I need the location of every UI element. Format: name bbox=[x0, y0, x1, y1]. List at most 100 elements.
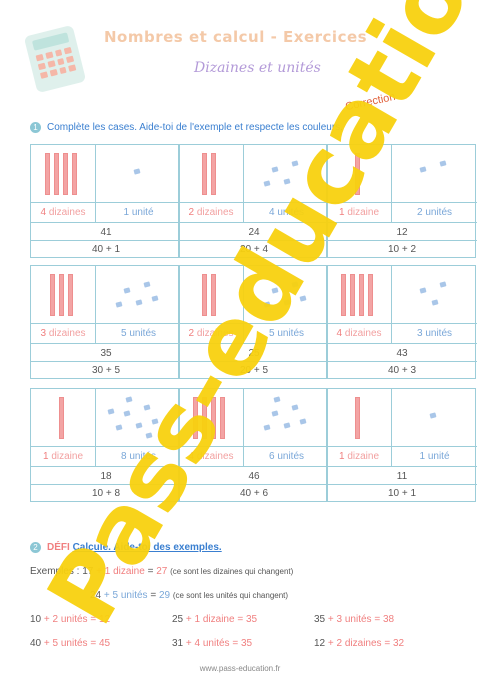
blocks-visual bbox=[179, 389, 329, 447]
ten-rod bbox=[341, 274, 346, 316]
unit-cube bbox=[439, 281, 447, 288]
page-subtitle: Dizaines et unités bbox=[194, 60, 321, 76]
unit-cube bbox=[291, 404, 299, 411]
card-labels: 4 dizaines 6 unités bbox=[179, 447, 329, 467]
footer-url[interactable]: www.pass-education.fr bbox=[199, 664, 281, 673]
calc-b: + 3 unités bbox=[327, 614, 372, 625]
examples-label: Exemples : bbox=[30, 566, 80, 577]
number-card: 1 dizaine 1 unité 11 10 + 1 bbox=[326, 388, 477, 502]
card-total: 41 bbox=[31, 224, 181, 241]
units-label: 5 unités bbox=[244, 324, 329, 344]
card-decomposition: 40 + 1 bbox=[91, 244, 121, 255]
units-word: unités bbox=[129, 328, 157, 339]
ten-rod bbox=[359, 274, 364, 316]
card-total: 43 bbox=[327, 345, 477, 362]
example-2-a: 24 bbox=[90, 590, 102, 601]
example-1-eq: = bbox=[147, 566, 154, 577]
example-2-b: + 5 unités bbox=[103, 590, 148, 601]
calc-b: + 2 dizaines bbox=[327, 638, 382, 649]
calc-b: + 1 dizaine bbox=[185, 614, 235, 625]
unit-cube bbox=[419, 287, 427, 294]
tens-word: dizaines bbox=[344, 328, 382, 339]
example-2-note: (ce sont les unités qui changent) bbox=[172, 591, 289, 600]
units-count: 1 bbox=[419, 451, 426, 462]
unit-cube bbox=[125, 396, 133, 403]
blocks-visual bbox=[31, 145, 181, 203]
exercise2-instruction: 2 DÉFI Calcule. Aide-toi des exemples. bbox=[30, 542, 222, 553]
tens-count: 1 bbox=[338, 451, 345, 462]
tens-word: dizaines bbox=[196, 328, 234, 339]
number-card: 2 dizaines 4 unités 24 20 + 4 bbox=[178, 144, 329, 258]
example-1-note: (ce sont les dizaines qui changent) bbox=[170, 567, 294, 576]
calc-result: = 45 bbox=[90, 638, 111, 649]
unit-cube bbox=[145, 432, 153, 439]
ten-rod bbox=[49, 274, 55, 316]
number-card: 4 dizaines 3 unités 43 40 + 3 bbox=[326, 265, 477, 379]
units-label: 2 unités bbox=[392, 203, 477, 223]
card-decomposition: 30 + 5 bbox=[91, 365, 121, 376]
units-count: 5 bbox=[268, 328, 275, 339]
calc-item: 40 + 5 unités = 45 bbox=[30, 638, 110, 649]
unit-cube bbox=[143, 281, 151, 288]
units-count: 1 bbox=[123, 207, 130, 218]
ten-rod bbox=[202, 153, 207, 195]
card-decomposition: 40 + 3 bbox=[387, 365, 417, 376]
example-1-a: 17 bbox=[82, 566, 94, 577]
ten-rod bbox=[211, 153, 216, 195]
exercise1-number: 1 bbox=[30, 122, 41, 133]
unit-cube bbox=[133, 168, 141, 175]
calc-item: 35 + 3 unités = 38 bbox=[314, 614, 394, 625]
unit-cube bbox=[151, 418, 159, 425]
unit-cube bbox=[115, 424, 123, 431]
unit-cube bbox=[271, 410, 279, 417]
exercise2-text: Calcule. Aide-toi des exemples. bbox=[72, 542, 222, 554]
exercise2-number: 2 bbox=[30, 542, 41, 553]
card-decomposition: 40 + 6 bbox=[239, 488, 269, 499]
calc-a: 25 bbox=[172, 614, 184, 625]
tens-label: 4 dizaines bbox=[31, 203, 95, 223]
calculator-icon bbox=[23, 24, 87, 94]
blocks-visual bbox=[179, 145, 329, 203]
ten-rod bbox=[72, 153, 77, 195]
exercise1-text: Complète les cases. Aide-toi de l'exempl… bbox=[47, 122, 343, 134]
example-2: 24 + 5 unités = 29 (ce sont les unités q… bbox=[90, 590, 288, 601]
page-header: Nombres et calcul - Exercices Dizaines e… bbox=[0, 0, 480, 95]
unit-cube bbox=[291, 281, 299, 288]
units-word: unité bbox=[131, 207, 154, 218]
blocks-visual bbox=[31, 266, 181, 324]
calc-item: 10 + 2 unités = 12 bbox=[30, 614, 110, 625]
unit-cube bbox=[263, 180, 271, 187]
ten-rod bbox=[211, 274, 216, 316]
unit-cube bbox=[123, 410, 131, 417]
unit-cube bbox=[123, 287, 131, 294]
tens-label: 4 dizaines bbox=[327, 324, 391, 344]
tens-word: dizaines bbox=[196, 207, 234, 218]
tens-word: dizaines bbox=[48, 328, 86, 339]
ten-rod bbox=[368, 274, 373, 316]
ten-rod bbox=[193, 397, 198, 439]
unit-cube bbox=[431, 299, 439, 306]
number-card: 4 dizaines 6 unités 46 40 + 6 bbox=[178, 388, 329, 502]
calc-result: = 12 bbox=[90, 614, 111, 625]
example-1: Exemples : 17 + 1 dizaine = 27 (ce sont … bbox=[30, 566, 293, 577]
calc-result: = 32 bbox=[384, 638, 405, 649]
number-card: 3 dizaines 5 unités 3 5 30 + 5 bbox=[30, 265, 181, 379]
calc-item: 31 + 4 unités = 35 bbox=[172, 638, 252, 649]
units-label: 6 unités bbox=[244, 447, 329, 467]
calc-b: + 2 unités bbox=[43, 614, 88, 625]
ten-rod bbox=[58, 397, 64, 439]
calc-a: 40 bbox=[30, 638, 42, 649]
tens-count: 2 bbox=[188, 328, 195, 339]
units-count: 5 bbox=[120, 328, 127, 339]
blocks-visual bbox=[327, 389, 477, 447]
calc-a: 10 bbox=[30, 614, 42, 625]
tens-word: dizaines bbox=[196, 451, 234, 462]
units-label: 3 unités bbox=[392, 324, 477, 344]
tens-label: 1 dizaine bbox=[327, 203, 391, 223]
blocks-visual bbox=[31, 389, 181, 447]
card-decomposition: 10 + 1 bbox=[387, 488, 417, 499]
exercise1-instruction: 1 Complète les cases. Aide-toi de l'exemp… bbox=[30, 122, 343, 133]
tens-count: 4 bbox=[40, 207, 47, 218]
card-labels: 3 dizaines 5 unités bbox=[31, 324, 181, 344]
tens-count: 3 bbox=[40, 328, 47, 339]
